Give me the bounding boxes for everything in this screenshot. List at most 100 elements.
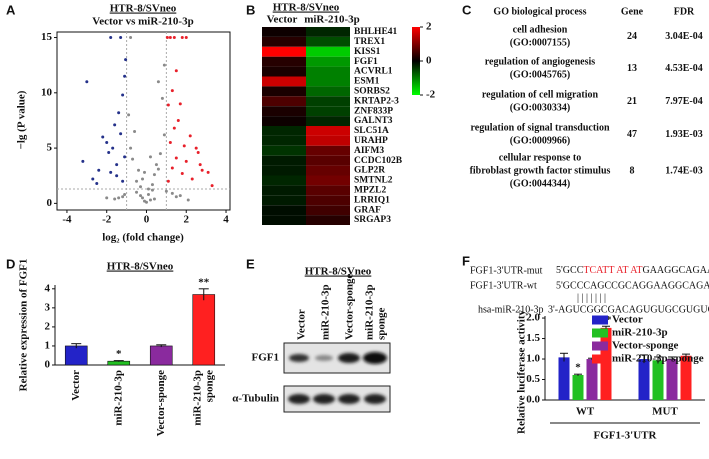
point [206, 170, 210, 174]
heat-cell [262, 165, 306, 176]
y-tick-label: 1 [45, 339, 51, 351]
point [133, 130, 137, 134]
point [186, 198, 190, 202]
x-tick-label: -2 [102, 214, 112, 226]
seq-label: hsa-miR-210-3p [478, 304, 544, 315]
heat-cell [306, 36, 350, 47]
heat-cell [262, 66, 306, 77]
go-table: GO biological process Gene FDR [493, 6, 695, 17]
y-tick-label: 4 [45, 282, 51, 294]
y-tick-label: 5 [47, 142, 53, 154]
point [172, 36, 176, 40]
x-axis-label: log₂ (fold change) [102, 232, 184, 244]
x-tick-label: sponge [203, 370, 215, 403]
point [109, 170, 113, 174]
go-term: regulation of cell migration [482, 89, 599, 100]
heat-cell [262, 155, 306, 166]
y-tick-label: 1.0 [526, 353, 540, 365]
point [127, 113, 131, 117]
point [135, 190, 139, 194]
point [113, 123, 117, 127]
fdr: 3.04E-04 [665, 31, 703, 42]
point [91, 177, 95, 181]
point [188, 134, 192, 138]
point [129, 146, 133, 150]
fdr: 4.53E-04 [665, 63, 703, 74]
point [119, 132, 123, 136]
point [210, 184, 214, 188]
heat-cell [306, 175, 350, 186]
point [123, 74, 127, 78]
heat-cell [262, 76, 306, 87]
heat-cell [262, 116, 306, 126]
point [111, 146, 115, 150]
chart-title: HTR-8/SVneo [107, 261, 174, 273]
y-tick-label: 1.5 [526, 332, 540, 344]
point [148, 198, 152, 202]
error-bar [654, 356, 662, 364]
seq-label: FGF1-3'UTR-wt [470, 280, 537, 291]
plot-frame [56, 31, 231, 211]
pairing: | | | | | | | [577, 292, 606, 303]
point [148, 155, 152, 159]
point [158, 152, 162, 156]
error-bar [682, 353, 690, 358]
point [146, 187, 150, 191]
x-tick-label: 2 [184, 214, 190, 226]
significance: ** [198, 276, 210, 288]
bar [572, 375, 584, 400]
heat-cell [306, 66, 350, 77]
point [152, 173, 156, 177]
fdr: 1.93E-03 [665, 129, 703, 140]
point [156, 80, 160, 84]
x-tick-label: MUT [652, 406, 678, 418]
fdr: 7.97E-04 [665, 96, 703, 107]
point [141, 177, 145, 181]
point [152, 197, 156, 201]
heat-cell [262, 215, 306, 225]
significance: * [575, 362, 581, 374]
point [178, 194, 182, 198]
heat-cell [306, 145, 350, 156]
heat-cell [262, 56, 306, 67]
heat-cell [262, 36, 306, 47]
go-term: (GO:0045765) [510, 69, 571, 80]
heat-cell [262, 205, 306, 216]
point [165, 36, 169, 40]
error-bar [113, 360, 124, 362]
point [124, 58, 128, 62]
point [144, 200, 148, 204]
point [160, 96, 164, 100]
row-label: ESM1 [354, 77, 380, 87]
blot-bands [288, 352, 387, 404]
heat-cell [306, 76, 350, 87]
point [184, 36, 188, 40]
point [196, 151, 200, 155]
bar [192, 294, 216, 366]
heat-cell [262, 27, 306, 37]
heat-cell [306, 195, 350, 206]
row-label: KRTAP2-3 [354, 96, 399, 106]
colorbar-label: 2 [426, 21, 432, 33]
heat-cell [306, 205, 350, 216]
row-label: SORBS2 [354, 87, 390, 97]
bar [652, 360, 664, 400]
row-label: URAHP [354, 136, 388, 146]
point [162, 133, 166, 137]
panel-label: F [462, 253, 470, 268]
point [180, 36, 184, 40]
point [123, 155, 127, 159]
error-bar [198, 288, 209, 301]
legend-label: Vector-sponge [612, 340, 679, 352]
bar [600, 327, 612, 400]
y-axis-label: Relative expression of FGF1 [18, 259, 30, 392]
x-tick-label: -4 [62, 214, 72, 226]
point [176, 118, 180, 122]
y-tick-label: 0 [47, 197, 53, 209]
point [101, 135, 105, 139]
point [131, 157, 135, 161]
point [178, 102, 182, 106]
point [150, 183, 154, 187]
gene-count: 8 [630, 165, 635, 176]
x-tick-label: Vector-sponge [155, 370, 167, 437]
